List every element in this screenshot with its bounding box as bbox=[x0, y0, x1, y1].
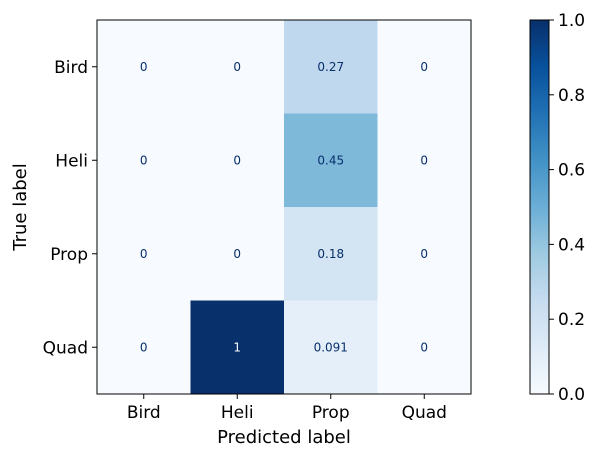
x-tick-label: Bird bbox=[127, 403, 161, 423]
cell-value-label: 0 bbox=[420, 153, 428, 167]
x-tick-label: Heli bbox=[221, 403, 254, 423]
colorbar-tick-label: 0.6 bbox=[558, 161, 585, 181]
colorbar-ticks: 0.0 0.2 0.4 0.6 0.8 1.0 bbox=[549, 11, 585, 405]
cell-value-label: 0 bbox=[140, 60, 148, 74]
cell-value-label: 0 bbox=[233, 153, 241, 167]
cell-bird-quad bbox=[377, 20, 472, 114]
cell-heli-bird bbox=[97, 113, 191, 208]
y-tick-label: Prop bbox=[50, 245, 88, 265]
cell-value-label: 0 bbox=[420, 60, 428, 74]
cell-prop-quad bbox=[377, 207, 472, 301]
cell-prop-prop bbox=[284, 207, 378, 301]
cell-quad-heli bbox=[190, 300, 285, 395]
cell-value-label: 0 bbox=[140, 153, 148, 167]
y-tick-label: Bird bbox=[54, 58, 88, 78]
cell-value-label: 0 bbox=[420, 247, 428, 261]
cell-bird-bird bbox=[97, 20, 191, 114]
cell-value-label: 1 bbox=[233, 340, 241, 354]
cell-prop-bird bbox=[97, 207, 191, 301]
cell-value-label: 0 bbox=[233, 247, 241, 261]
matrix-frame bbox=[96, 19, 472, 395]
cell-value-label: 0.45 bbox=[317, 153, 344, 167]
cell-value-label: 0.18 bbox=[317, 247, 344, 261]
colorbar-tick-label: 1.0 bbox=[558, 11, 585, 31]
cell-value-label: 0 bbox=[140, 340, 148, 354]
colorbar-tick-label: 0.8 bbox=[558, 86, 585, 106]
cell-value-label: 0 bbox=[420, 340, 428, 354]
matrix-cells: 0 0 0.27 0 0 0 0.45 0 0 0 0.18 0 0 1 0.091 0 bbox=[97, 20, 472, 395]
y-tick-label: Heli bbox=[55, 151, 88, 171]
colorbar bbox=[529, 19, 550, 395]
cell-value-label: 0 bbox=[140, 247, 148, 261]
x-axis-title: Predicted label bbox=[217, 427, 351, 448]
cell-prop-heli bbox=[190, 207, 285, 301]
cell-quad-bird bbox=[97, 300, 191, 395]
x-tick-label: Prop bbox=[312, 403, 350, 423]
cell-heli-quad bbox=[377, 113, 472, 208]
y-axis-ticks: Bird Heli Prop Quad bbox=[43, 58, 97, 358]
y-axis-title: True label bbox=[10, 163, 31, 252]
cell-value-label: 0.27 bbox=[317, 60, 344, 74]
y-tick-label: Quad bbox=[43, 338, 88, 358]
cell-value-label: 0.091 bbox=[314, 340, 348, 354]
cell-bird-prop bbox=[284, 20, 378, 114]
cell-quad-prop bbox=[284, 300, 378, 395]
x-tick-label: Quad bbox=[402, 403, 447, 423]
cell-quad-quad bbox=[377, 300, 472, 395]
cell-heli-heli bbox=[190, 113, 285, 208]
cell-bird-heli bbox=[190, 20, 285, 114]
x-axis-ticks: Bird Heli Prop Quad bbox=[127, 394, 447, 423]
cell-value-label: 0 bbox=[233, 60, 241, 74]
colorbar-tick-label: 0.0 bbox=[558, 385, 585, 405]
colorbar-tick-label: 0.4 bbox=[558, 235, 585, 255]
colorbar-tick-label: 0.2 bbox=[558, 310, 585, 330]
cell-heli-prop bbox=[284, 113, 378, 208]
